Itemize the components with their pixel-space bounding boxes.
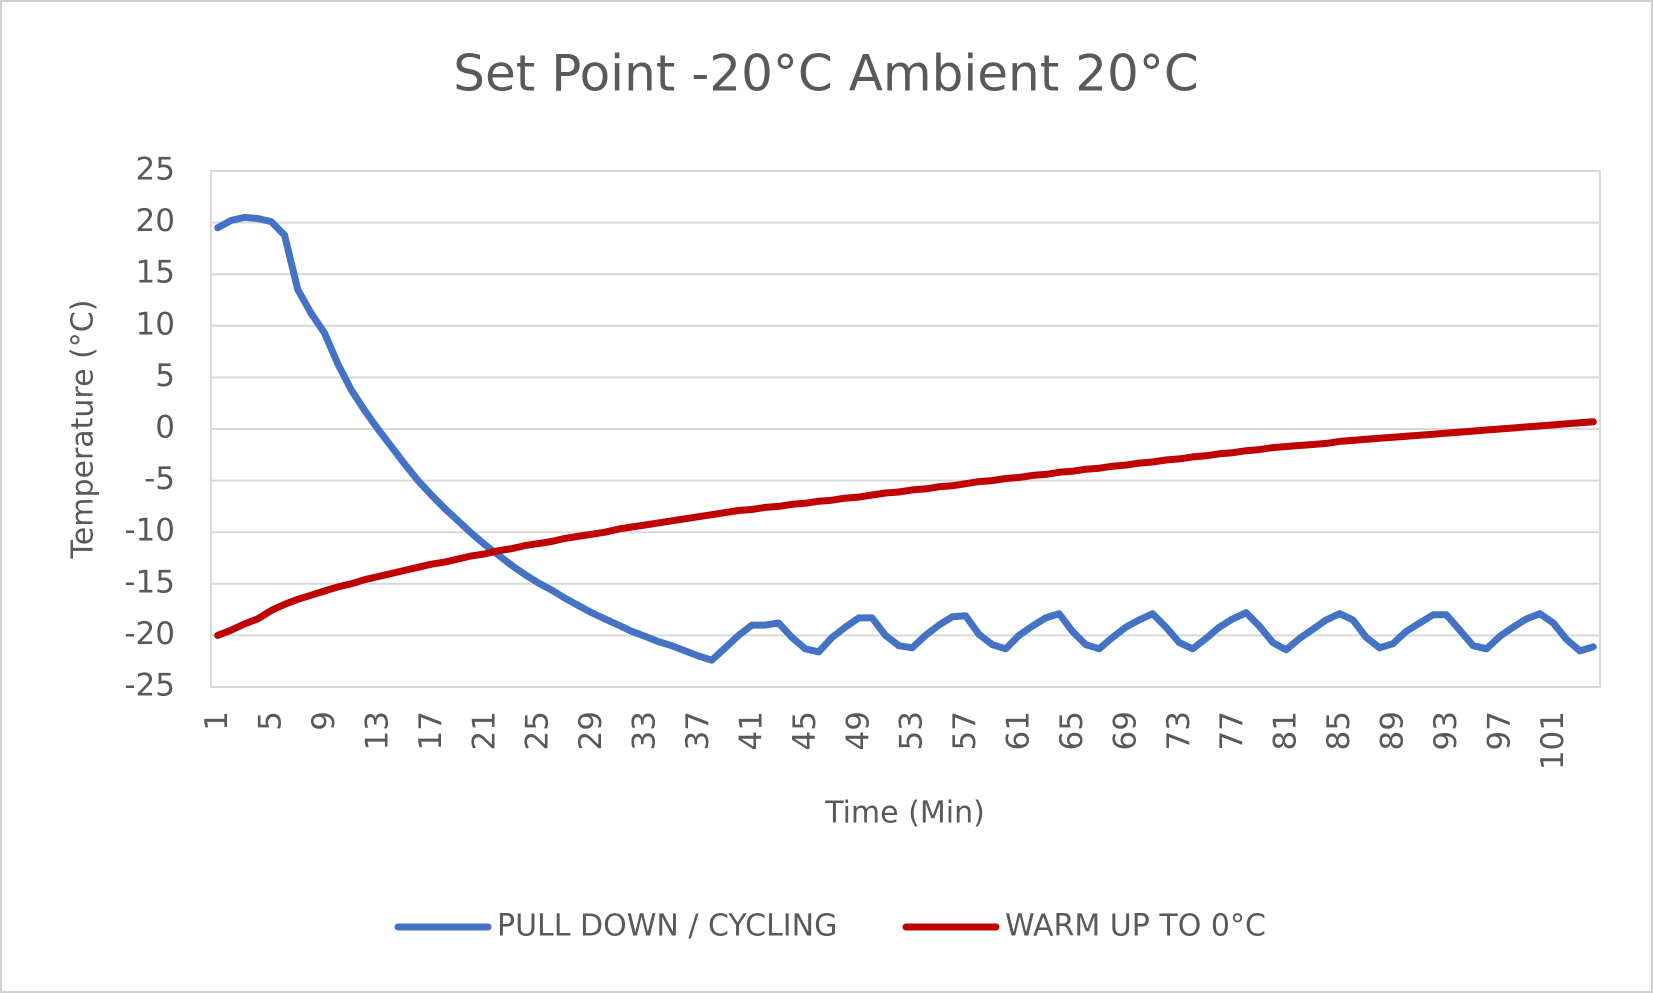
x-tick-label: 49 [840,711,876,750]
x-tick-label: 9 [306,711,342,731]
x-tick-label: 53 [894,711,930,750]
plot-border [210,170,1601,688]
chart-title: Set Point -20°C Ambient 20°C [453,45,1199,103]
x-tick-label: 13 [359,711,395,750]
y-tick-label: -25 [124,668,175,704]
y-tick-label: 25 [136,152,175,188]
x-tick-label: 45 [787,711,823,750]
y-tick-label: -20 [124,616,175,652]
y-tick-label: 15 [136,255,175,291]
x-tick-label: 69 [1107,711,1143,750]
x-tick-label: 85 [1321,711,1357,750]
x-tick-label: 33 [627,711,663,750]
legend-label: WARM UP TO 0°C [1005,909,1266,944]
y-axis-label: Temperature (°C) [66,300,101,560]
x-tick-label: 21 [466,711,502,750]
x-tick-label: 65 [1054,711,1090,750]
y-tick-label: 20 [136,203,175,239]
y-tick-label: -5 [144,461,175,497]
x-tick-label: 5 [253,711,289,731]
x-tick-label: 101 [1535,711,1571,770]
y-tick-label: 10 [136,306,175,342]
x-tick-label: 61 [1001,711,1037,750]
y-tick-label: 5 [155,358,175,394]
x-tick-label: 81 [1268,711,1304,750]
x-tick-label: 77 [1214,711,1250,750]
x-tick-label: 93 [1428,711,1464,750]
legend-label: PULL DOWN / CYCLING [497,909,837,944]
x-tick-label: 1 [199,711,235,731]
x-tick-label: 97 [1481,711,1517,750]
x-tick-label: 37 [680,711,716,750]
x-tick-label: 29 [573,711,609,750]
x-tick-label: 41 [733,711,769,750]
x-axis-label: Time (Min) [824,796,985,831]
y-tick-label: -10 [124,513,175,549]
x-tick-label: 89 [1374,711,1410,750]
x-tick-label: 57 [947,711,983,750]
y-tick-label: 0 [155,410,175,446]
y-tick-label: -15 [124,564,175,600]
data-line [214,213,1597,664]
x-tick-label: 25 [520,711,556,750]
x-tick-label: 17 [413,711,449,750]
x-tick-label: 73 [1161,711,1197,750]
data-line [214,418,1597,639]
